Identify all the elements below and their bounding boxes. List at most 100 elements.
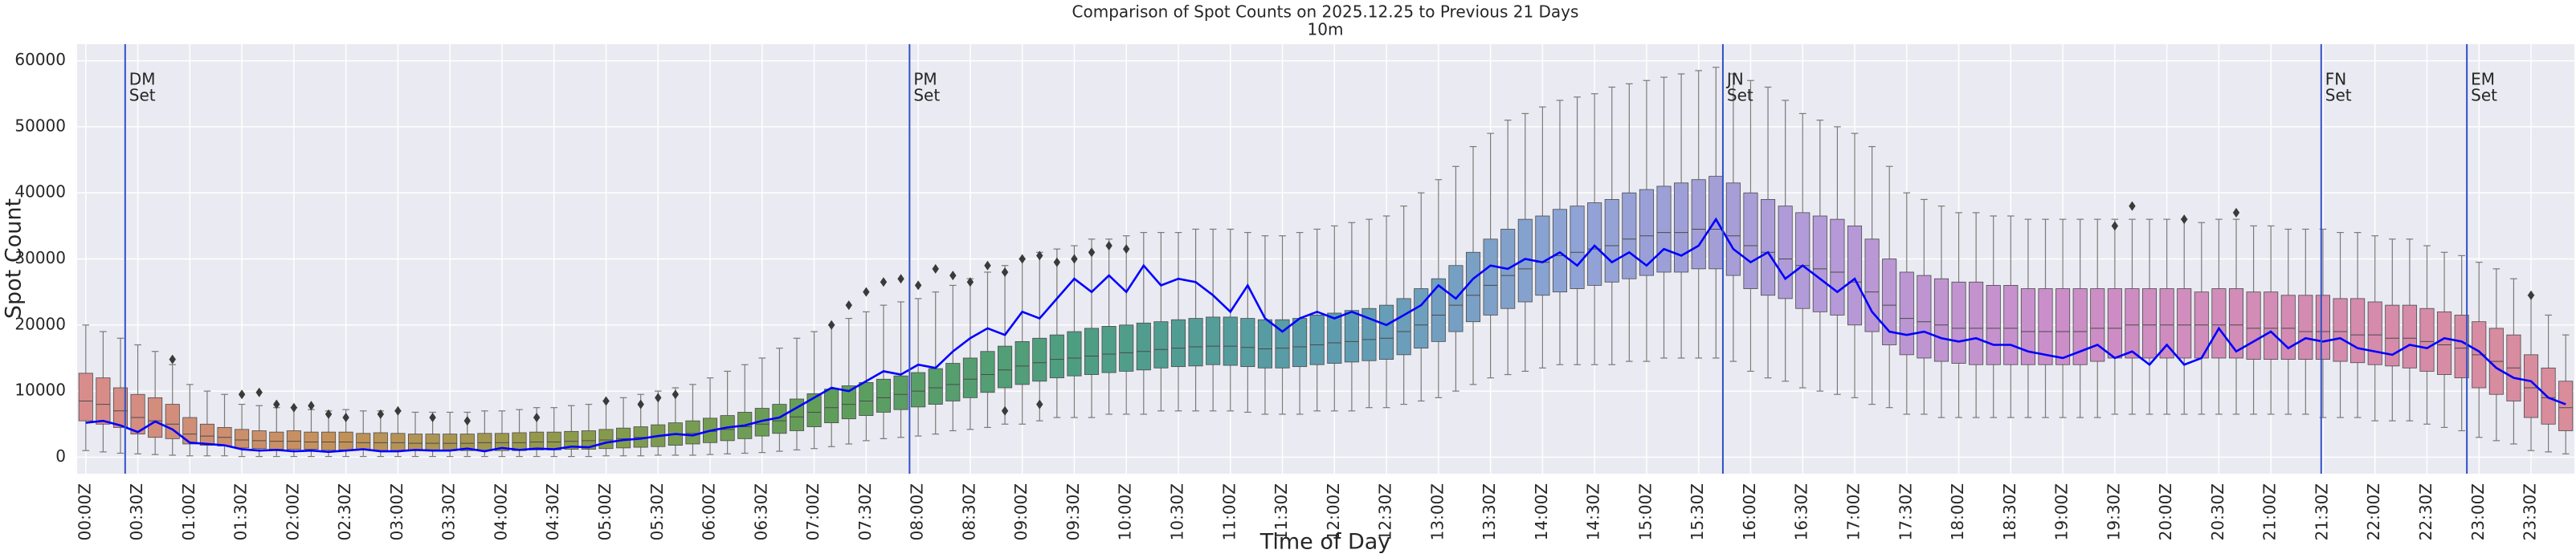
outlier [2232,207,2240,218]
box [2541,367,2556,425]
outlier [1088,247,1096,258]
line [85,217,2566,454]
box [1240,318,1255,368]
x-tick-label: 03:00Z [387,483,406,540]
box [78,373,93,422]
x-tick-label: 18:30Z [2000,483,2019,540]
x-tick-label: 01:00Z [179,483,198,540]
box [893,375,908,410]
outlier [637,399,644,409]
box [2142,288,2158,359]
x-tick-label: 14:00Z [1532,483,1551,540]
x-tick-label: 22:00Z [2364,483,2383,540]
box [407,434,423,451]
box [1119,324,1134,372]
outlier [655,393,662,403]
x-tick-label: 09:00Z [1011,483,1031,540]
y-tick-label: 60000 [14,50,66,69]
box [1535,215,1550,296]
box [2523,354,2539,418]
outlier [845,300,852,311]
box [2003,285,2019,365]
box [2125,288,2140,359]
x-tick-label: 14:30Z [1584,483,1603,540]
box [390,433,406,451]
outlier [932,263,939,274]
box [199,423,214,446]
x-tick-label: 10:00Z [1116,483,1135,540]
box [1170,319,1186,368]
box [1483,238,1498,316]
box [1674,182,1689,273]
box [1292,318,1308,368]
box [2402,304,2417,369]
x-tick-label: 20:00Z [2156,483,2175,540]
y-tick-label: 40000 [14,182,66,202]
x-tick-label: 07:00Z [803,483,823,540]
box [165,404,180,439]
outlier [1036,250,1043,261]
y-tick-label: 20000 [14,314,66,333]
box [1864,238,1880,332]
box [459,434,475,451]
x-tick-label: 15:00Z [1635,483,1655,540]
box [443,434,458,451]
box [2038,288,2053,365]
outlier [325,409,333,419]
box [1933,278,1949,362]
x-tick-label: 13:00Z [1427,483,1447,540]
outlier [308,401,315,411]
marker-label: JN [1725,70,1744,89]
y-tick-label: 30000 [14,248,66,267]
box [1257,319,1272,369]
box [2315,295,2330,360]
box [356,433,371,450]
x-tick-label: 02:30Z [335,483,354,540]
x-tick-label: 17:00Z [1844,483,1864,540]
box [112,387,129,428]
box [1379,304,1394,360]
outlier [429,413,436,423]
box [1032,337,1047,382]
box [512,432,527,451]
box [148,397,163,438]
box [182,417,198,445]
box [1761,199,1776,296]
outlier [463,416,471,426]
outlier [2181,214,2188,225]
box [2090,288,2105,362]
marker-label: Set [129,86,156,105]
x-tick-label: 02:00Z [283,483,302,540]
chart-title: Comparison of Spot Counts on 2025.12.25 … [1072,2,1579,22]
outlier [949,271,957,281]
box [1778,206,1793,299]
box [1587,202,1602,286]
marker-label: Set [913,86,940,105]
marker-label: Set [2325,86,2352,105]
x-tick-label: 15:30Z [1688,483,1707,540]
outlier [1123,244,1130,255]
x-tick-label: 20:30Z [2208,483,2227,540]
box [1639,189,1654,276]
x-tick-label: 13:30Z [1480,483,1499,540]
box [217,426,232,446]
outlier [273,399,280,409]
y-axis-label: Spot Count [2,198,27,319]
box [980,351,995,393]
x-tick-label: 06:00Z [700,483,719,540]
outlier [827,320,835,330]
box [321,431,337,450]
box [2211,288,2227,359]
y-tick-label: 50000 [14,116,66,135]
x-tick-label: 09:30Z [1063,483,1083,540]
box [2419,308,2435,372]
box [546,431,561,450]
box [1969,281,1984,365]
outlier [238,389,246,400]
box [1917,275,1932,359]
box [1344,310,1359,363]
x-tick-label: 08:00Z [908,483,927,540]
outlier [394,405,402,416]
box [2107,288,2122,359]
box [859,382,874,416]
